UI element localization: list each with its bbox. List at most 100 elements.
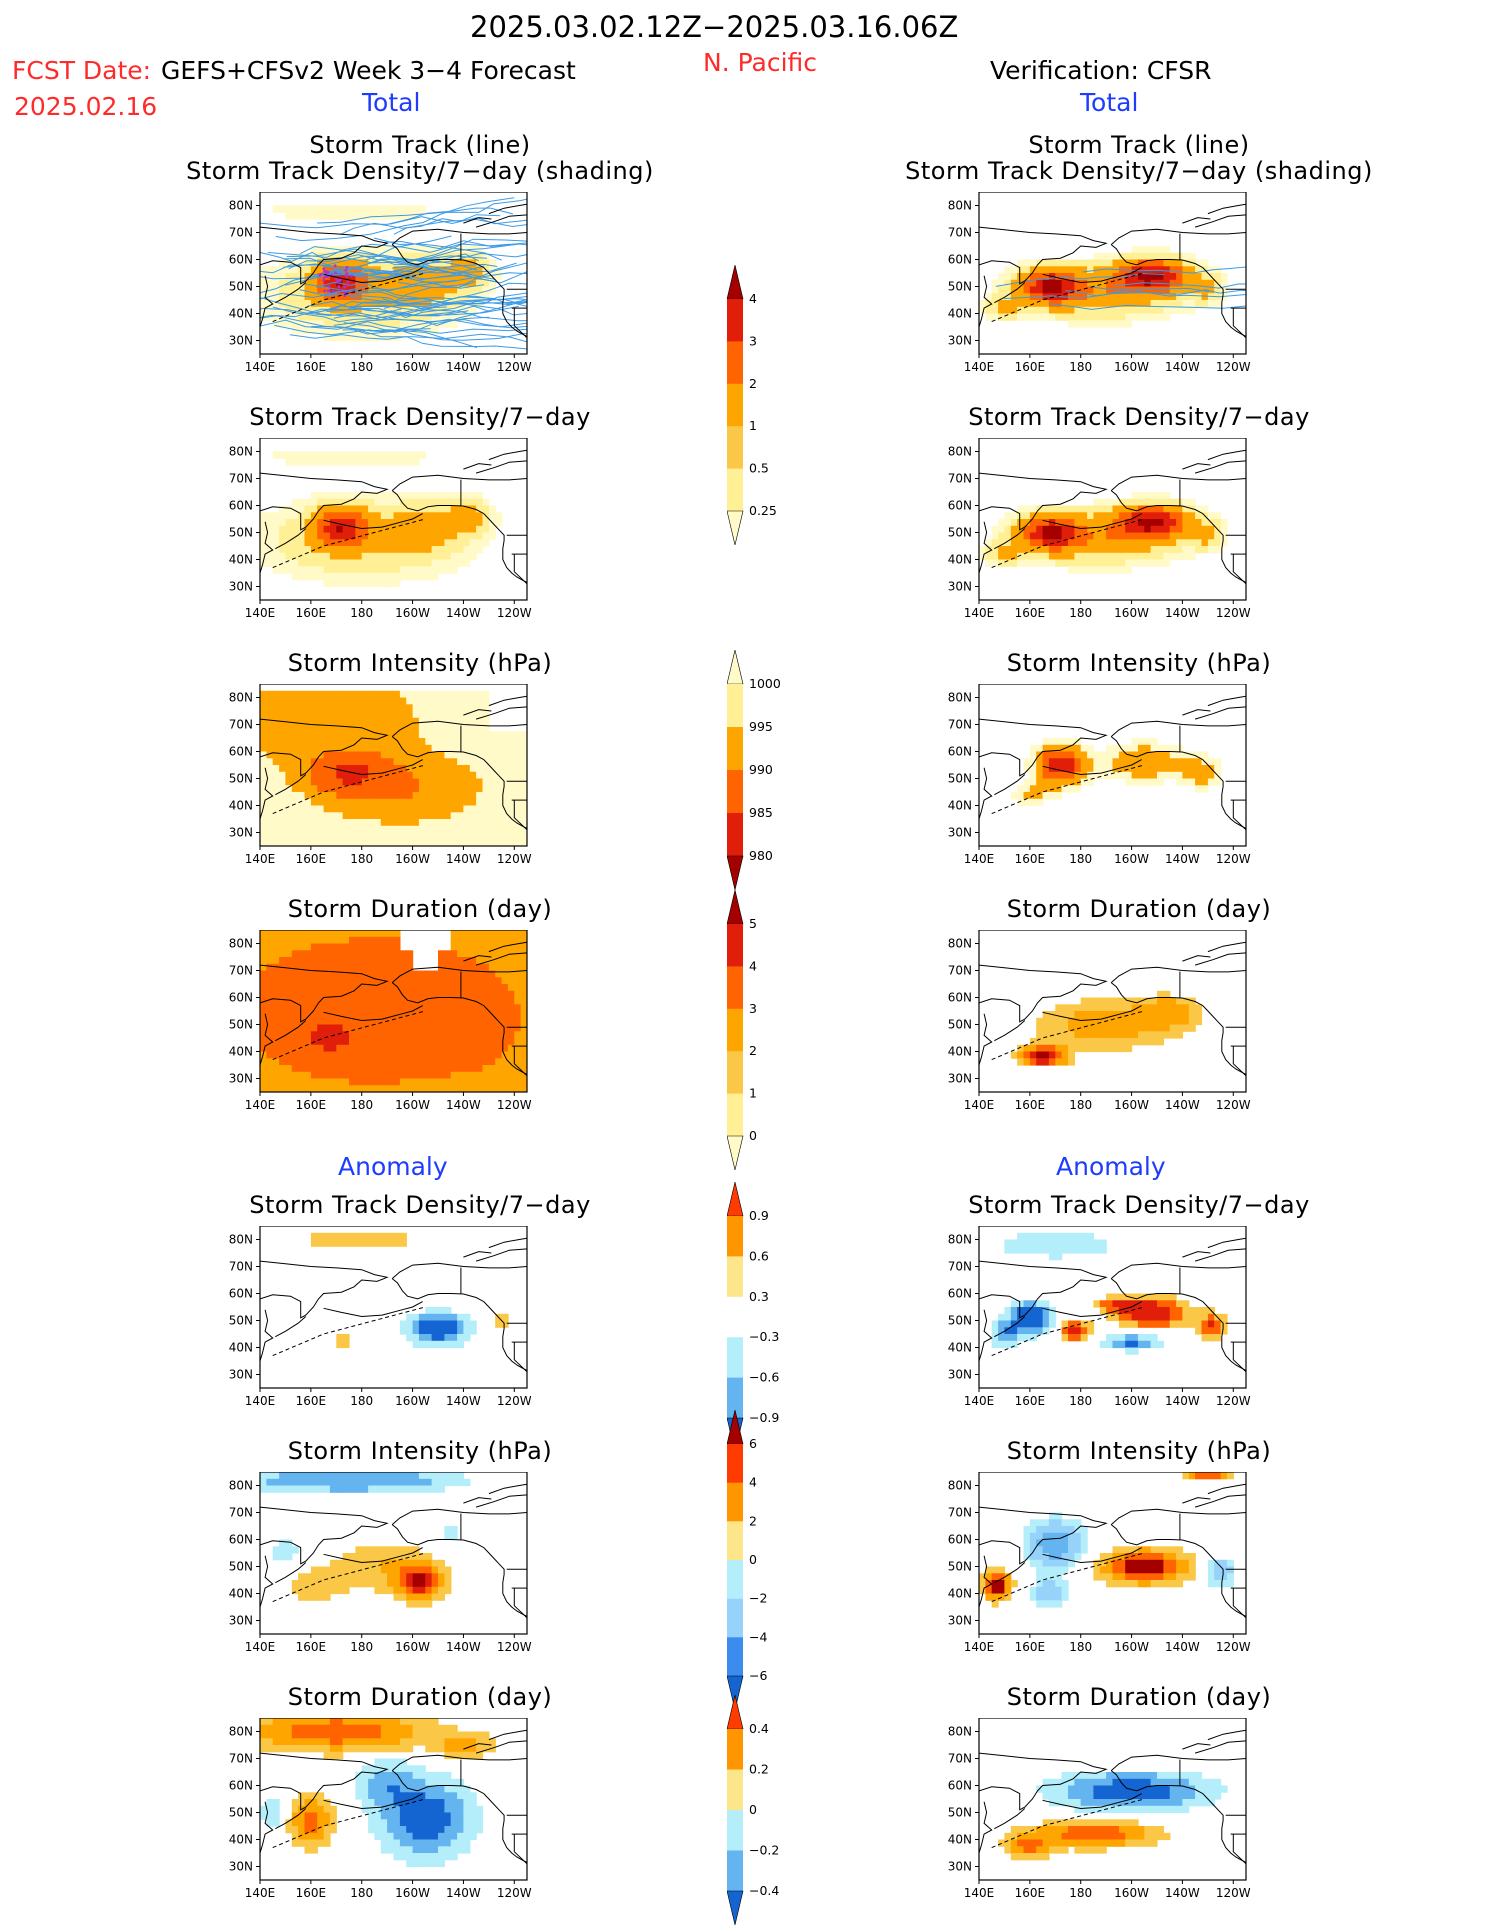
lat-tick-label: 50N (948, 1314, 972, 1328)
lat-tick-label: 60N (229, 745, 253, 759)
lon-tick-label: 140E (964, 360, 995, 374)
lon-tick-label: 160W (395, 1098, 430, 1112)
lon-tick-label: 120W (1216, 606, 1251, 620)
left-panel-1-title: Storm Track Density/7−day (shading) (186, 157, 654, 185)
colorbar-label: 990 (749, 762, 773, 777)
colorbar-label: 6 (749, 1436, 757, 1451)
lat-tick-label: 50N (229, 280, 253, 294)
verification-label: Verification: CFSR (990, 56, 1212, 85)
lat-tick-label: 70N (229, 1752, 253, 1766)
lat-tick-label: 80N (229, 691, 253, 705)
colorbar-label: 3 (749, 333, 757, 348)
lat-tick-label: 40N (229, 1045, 253, 1059)
lon-tick-label: 160W (1114, 1640, 1149, 1654)
lon-tick-label: 120W (497, 1640, 532, 1654)
colorbar-label: 985 (749, 805, 773, 820)
left-map-panel-7: 80N 70N 60N 50N 40N 30N 140E 160E 180 160W 140W 120… (229, 1718, 532, 1900)
lat-tick-label: 80N (229, 1725, 253, 1739)
lon-tick-label: 160E (296, 1640, 327, 1654)
lon-tick-label: 120W (497, 360, 532, 374)
lat-tick-label: 50N (948, 1806, 972, 1820)
lon-tick-label: 140E (964, 852, 995, 866)
lon-tick-label: 180 (1069, 852, 1092, 866)
lon-tick-label: 140W (1165, 606, 1200, 620)
left-panel-5-title: Storm Track Density/7−day (249, 1191, 591, 1219)
left-panel-1-title-line1: Storm Track (line) (309, 131, 531, 159)
lat-tick-label: 60N (229, 1533, 253, 1547)
colorbar-label: 0 (749, 1802, 757, 1817)
lon-tick-label: 160W (1114, 1394, 1149, 1408)
lat-tick-label: 80N (948, 691, 972, 705)
lon-tick-label: 120W (497, 1886, 532, 1900)
lon-tick-label: 160W (1114, 852, 1149, 866)
lon-tick-label: 180 (350, 1886, 373, 1900)
lon-tick-label: 180 (1069, 1640, 1092, 1654)
lon-tick-label: 120W (1216, 1640, 1251, 1654)
lon-tick-label: 140W (1165, 1640, 1200, 1654)
colorbar-label: 2 (749, 1513, 757, 1528)
right-panel-4-title: Storm Duration (day) (1006, 895, 1272, 923)
lon-tick-label: 140W (446, 360, 481, 374)
lon-tick-label: 120W (497, 852, 532, 866)
lat-tick-label: 70N (229, 226, 253, 240)
lon-tick-label: 120W (1216, 1886, 1251, 1900)
colorbar-label: 0.4 (749, 1721, 769, 1736)
lat-tick-label: 80N (948, 937, 972, 951)
fcst-date-label: FCST Date: (12, 56, 152, 85)
lat-tick-label: 40N (229, 553, 253, 567)
right-panel-3-title: Storm Intensity (hPa) (1006, 649, 1272, 677)
colorbar-label: 1 (749, 1086, 757, 1101)
lat-tick-label: 60N (948, 745, 972, 759)
colorbar-label: 0.25 (749, 503, 777, 518)
left-panel-3-title: Storm Intensity (hPa) (287, 649, 553, 677)
lon-tick-label: 140E (964, 1098, 995, 1112)
colorbar-label: −0.6 (749, 1370, 779, 1385)
lat-tick-label: 50N (948, 1018, 972, 1032)
lon-tick-label: 140E (245, 1098, 276, 1112)
lat-tick-label: 60N (948, 1533, 972, 1547)
lat-tick-label: 70N (229, 718, 253, 732)
lon-tick-label: 180 (350, 1394, 373, 1408)
lat-tick-label: 80N (229, 1479, 253, 1493)
lat-tick-label: 30N (229, 580, 253, 594)
lat-tick-label: 30N (948, 1368, 972, 1382)
lat-tick-label: 60N (229, 253, 253, 267)
lat-tick-label: 50N (948, 772, 972, 786)
right-map-panel-2: 80N 70N 60N 50N 40N 30N 140E 160E 180 160W 140W 120… (948, 438, 1251, 620)
lat-tick-label: 80N (948, 445, 972, 459)
lon-tick-label: 180 (350, 360, 373, 374)
lat-tick-label: 30N (948, 826, 972, 840)
lat-tick-label: 50N (229, 1806, 253, 1820)
lon-tick-label: 180 (350, 606, 373, 620)
lon-tick-label: 160E (296, 360, 327, 374)
lon-tick-label: 140W (1165, 360, 1200, 374)
left-map-panel-5: 80N 70N 60N 50N 40N 30N 140E 160E 180 160W 140W 120… (229, 1226, 532, 1408)
lon-tick-label: 160E (296, 1886, 327, 1900)
lon-tick-label: 180 (1069, 1098, 1092, 1112)
lat-tick-label: 50N (229, 1560, 253, 1574)
lat-tick-label: 30N (229, 1368, 253, 1382)
lat-tick-label: 70N (229, 1506, 253, 1520)
lat-tick-label: 40N (229, 1587, 253, 1601)
lon-tick-label: 120W (1216, 1098, 1251, 1112)
lon-tick-label: 160W (395, 606, 430, 620)
colorbar-label: 5 (749, 916, 757, 931)
colorbar-label: 4 (749, 958, 757, 973)
colorbar-label: 4 (749, 291, 757, 306)
lat-tick-label: 70N (229, 472, 253, 486)
lon-tick-label: 120W (497, 1394, 532, 1408)
colorbar-label: 0.3 (749, 1289, 769, 1304)
lon-tick-label: 140W (1165, 852, 1200, 866)
lon-tick-label: 120W (497, 1098, 532, 1112)
lat-tick-label: 40N (229, 1833, 253, 1847)
colorbar-label: 1 (749, 418, 757, 433)
model-label: GEFS+CFSv2 Week 3−4 Forecast (161, 56, 576, 85)
lat-tick-label: 60N (948, 1287, 972, 1301)
right-map-panel-3: 80N 70N 60N 50N 40N 30N 140E 160E 180 160W 140W 120… (948, 684, 1251, 866)
lat-tick-label: 70N (948, 1260, 972, 1274)
left-panel-4-title: Storm Duration (day) (287, 895, 553, 923)
lat-tick-label: 40N (229, 1341, 253, 1355)
lon-tick-label: 160W (1114, 1886, 1149, 1900)
lon-tick-label: 160W (1114, 1098, 1149, 1112)
lon-tick-label: 160E (1015, 606, 1046, 620)
